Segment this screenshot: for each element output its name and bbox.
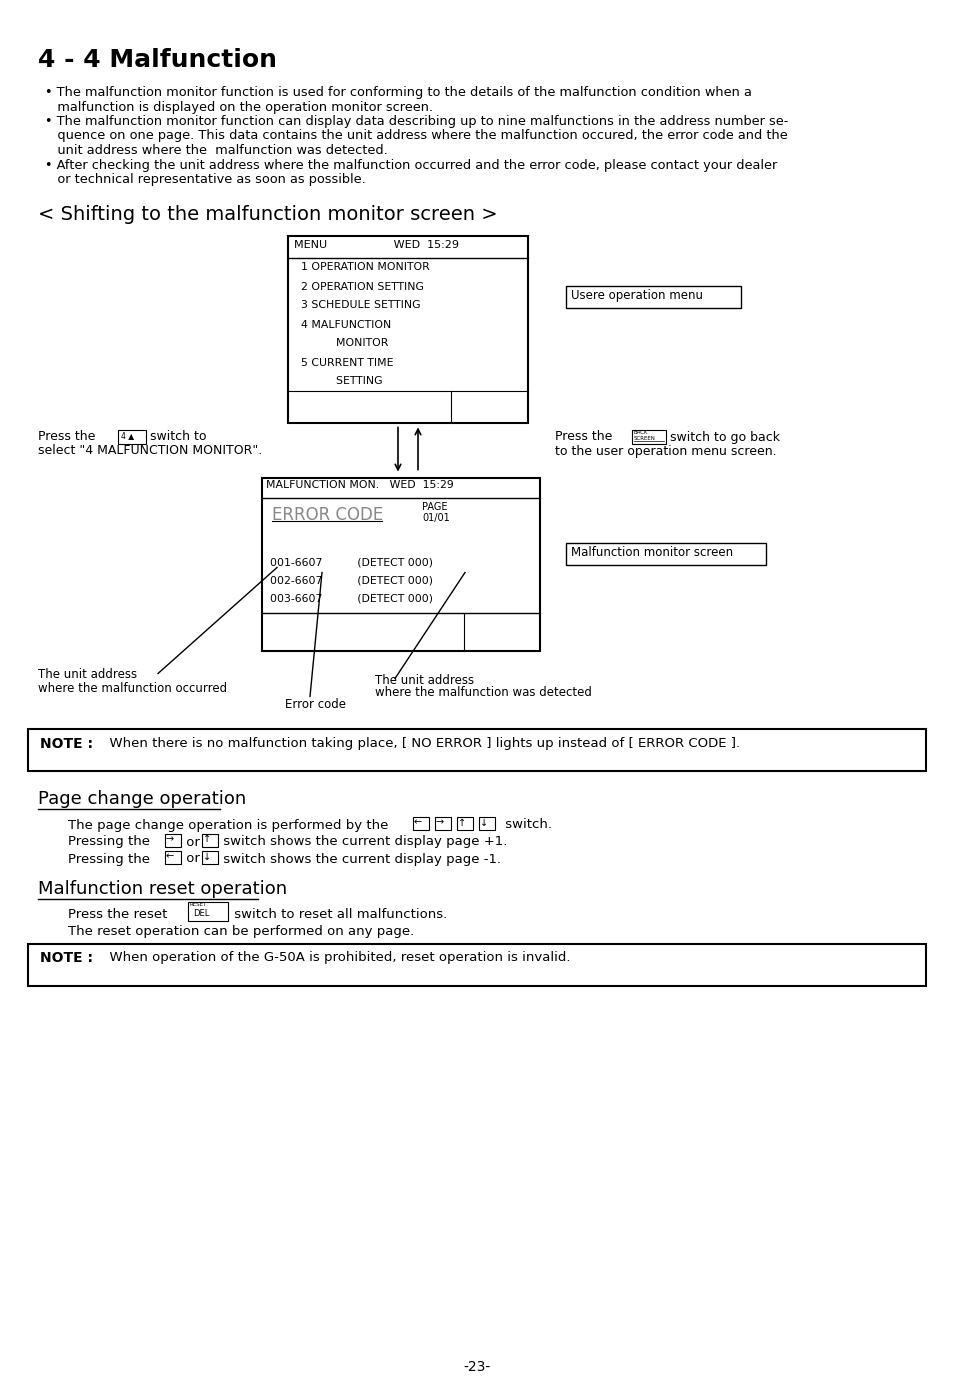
Text: Pressing the: Pressing the	[68, 836, 150, 848]
Text: Error code: Error code	[285, 698, 346, 712]
Text: ERROR CODE: ERROR CODE	[272, 506, 383, 524]
Text: switch shows the current display page +1.: switch shows the current display page +1…	[219, 836, 507, 848]
Text: Usere operation menu: Usere operation menu	[571, 290, 702, 302]
Text: BACK: BACK	[634, 430, 648, 436]
Text: or: or	[182, 853, 204, 865]
Text: ↓: ↓	[203, 851, 211, 861]
Text: 4 ▲: 4 ▲	[121, 432, 134, 440]
Text: 003-6607          (DETECT 000): 003-6607 (DETECT 000)	[270, 593, 433, 603]
Bar	[456, 816, 473, 829]
Text: • The malfunction monitor function is used for conforming to the details of the : • The malfunction monitor function is us…	[45, 86, 751, 99]
Bar	[165, 851, 181, 864]
Text: PAGE: PAGE	[421, 503, 447, 513]
Text: switch to go back: switch to go back	[665, 430, 780, 443]
Text: →: →	[166, 834, 174, 844]
Text: MALFUNCTION MON.   WED  15:29: MALFUNCTION MON. WED 15:29	[266, 481, 454, 490]
Text: Malfunction monitor screen: Malfunction monitor screen	[571, 546, 732, 560]
Bar	[118, 429, 146, 443]
Bar	[262, 478, 539, 651]
Bar	[28, 943, 925, 985]
Text: When operation of the G-50A is prohibited, reset operation is invalid.: When operation of the G-50A is prohibite…	[101, 951, 570, 964]
Bar	[165, 833, 181, 847]
Text: MENU                   WED  15:29: MENU WED 15:29	[294, 240, 458, 249]
Text: DEL: DEL	[193, 910, 209, 918]
Text: 01/01: 01/01	[421, 514, 449, 524]
Text: or technical representative as soon as possible.: or technical representative as soon as p…	[45, 173, 365, 187]
Text: →: →	[436, 818, 444, 827]
Text: switch shows the current display page -1.: switch shows the current display page -1…	[219, 853, 500, 865]
Text: 2 OPERATION SETTING: 2 OPERATION SETTING	[294, 281, 423, 291]
Text: SCREEN: SCREEN	[634, 436, 655, 442]
Text: NOTE :: NOTE :	[40, 951, 92, 965]
Bar	[565, 542, 765, 564]
Bar	[478, 816, 495, 829]
Text: 4 - 4 Malfunction: 4 - 4 Malfunction	[38, 47, 276, 72]
Text: ←: ←	[414, 818, 421, 827]
Text: 3 SCHEDULE SETTING: 3 SCHEDULE SETTING	[294, 301, 420, 311]
Text: where the malfunction occurred: where the malfunction occurred	[38, 681, 227, 695]
Text: The unit address: The unit address	[38, 669, 137, 681]
Text: malfunction is displayed on the operation monitor screen.: malfunction is displayed on the operatio…	[45, 100, 433, 113]
Text: ↑: ↑	[457, 818, 466, 827]
Text: or: or	[182, 836, 204, 848]
Bar	[28, 729, 925, 770]
Text: 1 OPERATION MONITOR: 1 OPERATION MONITOR	[294, 262, 429, 273]
Bar	[188, 901, 228, 921]
Text: -23-: -23-	[463, 1360, 490, 1373]
Text: to the user operation menu screen.: to the user operation menu screen.	[555, 444, 776, 457]
Bar	[202, 833, 218, 847]
Text: < Shifting to the malfunction monitor screen >: < Shifting to the malfunction monitor sc…	[38, 206, 497, 224]
Text: Press the reset: Press the reset	[68, 908, 167, 922]
Text: • After checking the unit address where the malfunction occurred and the error c: • After checking the unit address where …	[45, 159, 777, 171]
Text: • The malfunction monitor function can display data describing up to nine malfun: • The malfunction monitor function can d…	[45, 116, 787, 128]
Text: quence on one page. This data contains the unit address where the malfunction oc: quence on one page. This data contains t…	[45, 130, 787, 142]
Text: ↓: ↓	[479, 818, 488, 827]
Bar	[565, 286, 740, 308]
Text: switch to: switch to	[146, 430, 206, 443]
Text: Page change operation: Page change operation	[38, 790, 246, 808]
Text: The unit address: The unit address	[375, 673, 474, 687]
Bar	[631, 429, 665, 443]
Text: Press the: Press the	[38, 430, 95, 443]
Text: RESET: RESET	[190, 903, 207, 907]
Text: ←: ←	[166, 851, 174, 861]
Text: The reset operation can be performed on any page.: The reset operation can be performed on …	[68, 925, 414, 939]
Text: 5 CURRENT TIME: 5 CURRENT TIME	[294, 358, 393, 368]
Text: 002-6607          (DETECT 000): 002-6607 (DETECT 000)	[270, 575, 433, 585]
Text: NOTE :: NOTE :	[40, 737, 92, 751]
Text: Malfunction reset operation: Malfunction reset operation	[38, 880, 287, 898]
Bar	[435, 816, 451, 829]
Bar	[288, 235, 527, 422]
Text: where the malfunction was detected: where the malfunction was detected	[375, 687, 591, 699]
Text: MONITOR: MONITOR	[294, 338, 388, 348]
Text: select "4 MALFUNCTION MONITOR".: select "4 MALFUNCTION MONITOR".	[38, 444, 262, 457]
Text: switch to reset all malfunctions.: switch to reset all malfunctions.	[230, 908, 447, 922]
Text: ↑: ↑	[203, 834, 211, 844]
Text: When there is no malfunction taking place, [ NO ERROR ] lights up instead of [ E: When there is no malfunction taking plac…	[101, 737, 740, 749]
Text: unit address where the  malfunction was detected.: unit address where the malfunction was d…	[45, 143, 387, 157]
Bar	[413, 816, 429, 829]
Bar	[202, 851, 218, 864]
Text: Press the: Press the	[555, 430, 612, 443]
Text: 4 MALFUNCTION: 4 MALFUNCTION	[294, 319, 391, 330]
Text: SETTING: SETTING	[294, 376, 382, 386]
Text: Pressing the: Pressing the	[68, 853, 150, 865]
Text: The page change operation is performed by the: The page change operation is performed b…	[68, 819, 388, 832]
Text: 001-6607          (DETECT 000): 001-6607 (DETECT 000)	[270, 557, 433, 567]
Text: switch.: switch.	[500, 819, 552, 832]
